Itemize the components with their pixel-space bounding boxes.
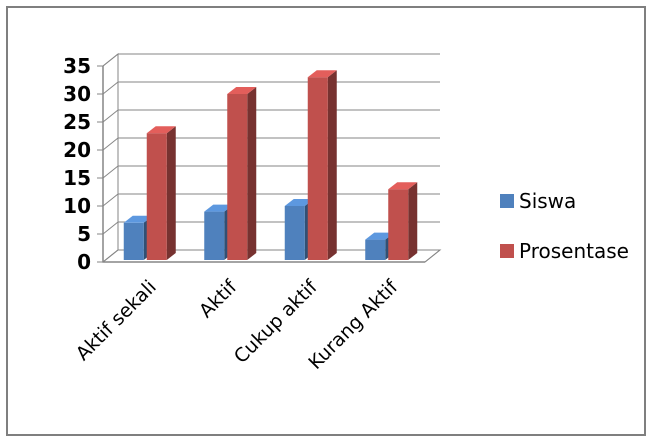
gridline-side — [102, 193, 119, 207]
floor-edge — [424, 249, 441, 263]
bars — [123, 70, 418, 260]
y-tick-label: 5 — [77, 222, 91, 246]
gridline-side — [102, 53, 119, 67]
legend-swatch — [500, 194, 514, 208]
legend-item-siswa: Siswa — [500, 189, 576, 213]
gridline-side — [102, 221, 119, 235]
x-category-label: Aktif sekali — [72, 276, 161, 365]
gridline-side — [102, 137, 119, 151]
legend-swatch — [500, 244, 514, 258]
y-tick-label: 10 — [63, 194, 91, 218]
y-tick-label: 25 — [63, 110, 91, 134]
x-category-label: Aktif — [195, 275, 242, 322]
gridline-side — [102, 165, 119, 179]
back-wall — [118, 54, 440, 250]
bar-prosentase-1 — [146, 126, 176, 260]
y-tick-label: 30 — [63, 82, 91, 106]
side-wall — [102, 52, 119, 264]
legend-label: Siswa — [519, 189, 576, 213]
gridline-side — [102, 249, 119, 263]
y-tick-label: 0 — [77, 250, 91, 274]
gridline-side — [102, 81, 119, 95]
y-axis-ticks: 0 5 10 15 20 25 30 35 — [63, 54, 441, 274]
y-tick-label: 15 — [63, 166, 91, 190]
bar-prosentase-3 — [307, 70, 337, 260]
bar-prosentase-2 — [227, 87, 257, 260]
gridline-side — [102, 109, 119, 123]
legend: Siswa Prosentase — [500, 189, 629, 263]
y-tick-label: 20 — [63, 138, 91, 162]
y-tick-label: 35 — [63, 54, 91, 78]
bar-prosentase-4 — [388, 182, 418, 260]
legend-label: Prosentase — [519, 239, 629, 263]
legend-item-prosentase: Prosentase — [500, 239, 629, 263]
